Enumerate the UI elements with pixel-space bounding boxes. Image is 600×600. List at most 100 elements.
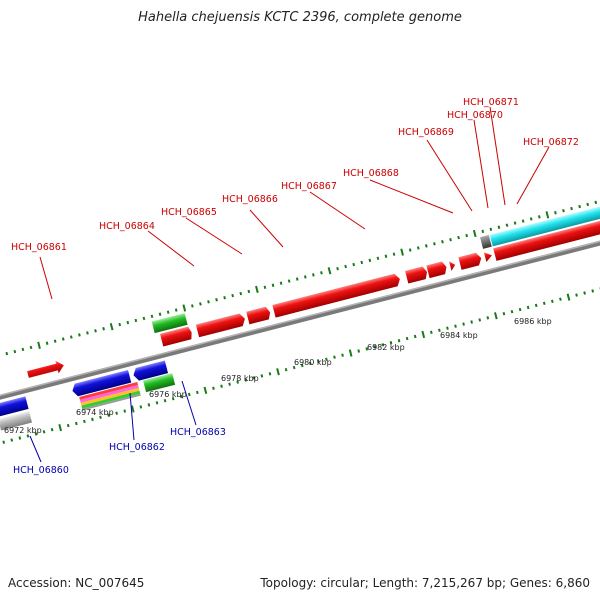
- gene-arrow-reverse[interactable]: [132, 360, 169, 382]
- coordinate-label: 6978 kbp: [221, 374, 259, 383]
- gene-arrow-forward[interactable]: [272, 273, 401, 318]
- genome-backbone-highlight: [0, 216, 600, 413]
- gene-label-HCH_06860[interactable]: HCH_06860: [13, 465, 69, 476]
- gene-label-HCH_06866[interactable]: HCH_06866: [222, 194, 278, 205]
- minor-tick: [134, 318, 138, 323]
- feature-gray[interactable]: [0, 410, 33, 431]
- minor-tick: [537, 215, 541, 219]
- minor-tick: [2, 440, 6, 444]
- coordinate-label: 6974 kbp: [76, 408, 114, 417]
- minor-tick: [10, 438, 14, 442]
- gene-label-HCH_06868[interactable]: HCH_06868: [343, 168, 399, 179]
- minor-tick: [559, 297, 562, 301]
- major-tick: [58, 424, 63, 432]
- gene-label-HCH_06862[interactable]: HCH_06862: [109, 442, 165, 453]
- major-tick: [472, 229, 477, 238]
- gene-arrow-forward[interactable]: [426, 261, 448, 279]
- minor-tick: [231, 293, 235, 298]
- minor-tick: [333, 355, 336, 359]
- gene-arrow-forward[interactable]: [493, 213, 600, 261]
- diagram-title: Hahella chejuensis KCTC 2396, complete g…: [138, 10, 462, 25]
- minor-tick: [66, 423, 70, 428]
- gene-arrow-forward[interactable]: [246, 306, 272, 325]
- minor-tick: [279, 281, 283, 285]
- minor-tick: [115, 411, 119, 415]
- gene-label-HCH_06863[interactable]: HCH_06863: [170, 427, 226, 438]
- gene-label-HCH_06869[interactable]: HCH_06869: [398, 127, 454, 138]
- gene-arrow-reverse[interactable]: [71, 369, 132, 397]
- minor-tick: [196, 390, 199, 395]
- gene-arrow-forward[interactable]: [458, 252, 483, 270]
- minor-tick: [174, 308, 178, 312]
- gene-arrow-forward[interactable]: [26, 359, 65, 381]
- minor-tick: [429, 330, 433, 335]
- minor-tick: [513, 221, 517, 225]
- feature-green[interactable]: [143, 373, 176, 393]
- minor-tick: [389, 341, 393, 345]
- minor-tick: [223, 295, 226, 300]
- gene-arrow-forward[interactable]: [405, 266, 429, 284]
- minor-tick: [510, 309, 514, 314]
- major-tick: [348, 349, 353, 357]
- gene-arrow-forward[interactable]: [160, 326, 193, 347]
- gene-label-HCH_06872[interactable]: HCH_06872: [523, 137, 579, 148]
- minor-tick: [583, 291, 586, 295]
- minor-tick: [489, 227, 493, 232]
- minor-tick: [300, 363, 304, 368]
- minor-tick: [244, 378, 248, 382]
- gene-arrow-forward[interactable]: [483, 251, 493, 262]
- minor-tick: [551, 299, 554, 303]
- minor-tick: [381, 343, 385, 347]
- minor-tick: [384, 254, 388, 258]
- minor-tick: [454, 324, 457, 328]
- gene-label-HCH_06865[interactable]: HCH_06865: [161, 207, 217, 218]
- forward-tick-row: [0, 200, 598, 358]
- minor-tick: [42, 430, 46, 434]
- minor-tick: [5, 351, 9, 356]
- minor-tick: [83, 419, 86, 424]
- feature-cyan[interactable]: [489, 199, 600, 247]
- minor-tick: [416, 246, 420, 250]
- minor-tick: [126, 320, 130, 325]
- minor-tick: [91, 417, 94, 422]
- gene-label-HCH_06871[interactable]: HCH_06871: [463, 97, 519, 108]
- minor-tick: [199, 302, 202, 306]
- forward-leader-lines: [39, 106, 550, 300]
- major-tick: [545, 211, 550, 219]
- minor-tick: [392, 252, 396, 256]
- gene-arrow-forward[interactable]: [449, 260, 456, 271]
- major-tick: [327, 267, 332, 275]
- minor-tick: [534, 303, 538, 308]
- gene-arrow-reverse[interactable]: [0, 396, 29, 417]
- gene-label-HCH_06870[interactable]: HCH_06870: [447, 110, 503, 121]
- feature-green[interactable]: [151, 313, 188, 334]
- major-tick: [255, 285, 259, 294]
- minor-tick: [462, 322, 465, 326]
- minor-tick: [554, 211, 557, 215]
- minor-tick: [526, 305, 530, 310]
- major-tick: [37, 341, 41, 349]
- minor-tick: [158, 312, 162, 316]
- gene-label-HCH_06867[interactable]: HCH_06867: [281, 181, 337, 192]
- major-tick: [494, 312, 498, 320]
- reverse-leader-lines: [29, 380, 197, 463]
- minor-tick: [228, 382, 231, 386]
- coordinate-label: 6980 kbp: [294, 358, 332, 367]
- minor-tick: [433, 242, 436, 246]
- minor-tick: [260, 374, 264, 378]
- gene-label-HCH_06861[interactable]: HCH_06861: [11, 242, 67, 253]
- gene-label-HCH_06864[interactable]: HCH_06864: [99, 221, 155, 232]
- minor-tick: [155, 401, 159, 405]
- minor-tick: [212, 386, 215, 390]
- major-tick: [276, 368, 280, 376]
- gene-arrow-forward[interactable]: [195, 312, 247, 338]
- major-tick: [182, 304, 187, 312]
- minor-tick: [118, 322, 122, 327]
- minor-tick: [239, 291, 243, 296]
- minor-tick: [123, 409, 127, 413]
- coordinate-label: 6976 kbp: [149, 390, 187, 399]
- feature-multicolor-stack[interactable]: [79, 382, 141, 411]
- feature-gray-dark[interactable]: [480, 235, 492, 249]
- minor-tick: [441, 240, 444, 244]
